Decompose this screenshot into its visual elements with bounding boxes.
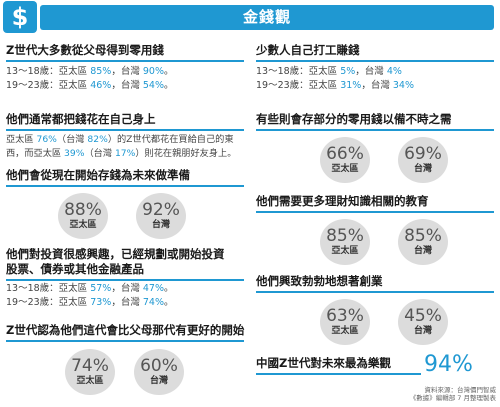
section-title: 中國Z世代對未來最為樂觀 <box>256 356 391 370</box>
right-section-education: 他們需要更多理財知識相關的教育 <box>256 194 494 213</box>
stat-line: 13～18歲：亞太區 85%，台灣 90%。 <box>6 66 174 77</box>
right-section-startup: 他們興致勃勃地想著創業 <box>256 274 494 293</box>
section-title: 他們興致勃勃地想著創業 <box>256 274 383 288</box>
left-section-spending: 他們通常都把錢花在自己身上 亞太區 76%（台灣 82%）的Z世代都花在買給自己… <box>6 112 244 161</box>
stat-circle-apac: 85% 亞太區 <box>320 219 370 265</box>
page-title: 金錢觀 <box>242 8 291 26</box>
stat-circle-taiwan: 60% 台灣 <box>134 349 184 395</box>
section-title: 少數人自己打工賺錢 <box>256 43 360 57</box>
divider <box>256 129 494 131</box>
divider <box>256 211 494 213</box>
stat-circle-apac: 74% 亞太區 <box>65 349 115 395</box>
section-title: Z世代大多數從父母得到零用錢 <box>6 43 164 57</box>
stat-circle-taiwan: 85% 台灣 <box>398 219 448 265</box>
divider <box>256 60 494 62</box>
source-line: 資料來源：台灣價門智威 <box>424 386 497 394</box>
stat-line: 13～18歲：亞太區 57%，台灣 47%。 <box>6 283 174 294</box>
right-section-emergency: 有些則會存部分的零用錢以備不時之需 <box>256 112 494 131</box>
dollar-icon: $ <box>3 1 37 33</box>
section-title: Z世代認為他們這代會比父母那代有更好的開始 <box>6 323 245 337</box>
stat-line: 19～23歲：亞太區 73%，台灣 74%。 <box>6 297 174 308</box>
divider <box>6 129 244 131</box>
stat-line: 13～18歲：亞太區 5%，台灣 4% <box>256 66 402 77</box>
left-section-allowance: Z世代大多數從父母得到零用錢 13～18歲：亞太區 85%，台灣 90%。 19… <box>6 43 244 93</box>
stat-circle-taiwan: 69% 台灣 <box>398 137 448 183</box>
stat-circle-apac: 88% 亞太區 <box>58 193 108 239</box>
stat-circle-apac: 66% 亞太區 <box>320 137 370 183</box>
stat-line: 19～23歲：亞太區 46%，台灣 54%。 <box>6 80 174 91</box>
section-title: 他們通常都把錢花在自己身上 <box>6 112 156 126</box>
divider <box>6 340 244 342</box>
stat-circle-taiwan: 92% 台灣 <box>136 193 186 239</box>
left-section-investing: 他們對投資很感興趣，已經規劃或開始投資 股票、債券或其他金融產品 13～18歲：… <box>6 247 244 310</box>
title-bar <box>40 5 494 30</box>
section-title: 他們需要更多理財知識相關的教育 <box>256 194 429 208</box>
left-section-future: Z世代認為他們這代會比父母那代有更好的開始 <box>6 323 244 342</box>
right-section-parttime: 少數人自己打工賺錢 13～18歲：亞太區 5%，台灣 4% 19～23歲：亞太區… <box>256 43 494 93</box>
section-title-line2: 股票、債券或其他金融產品 <box>6 262 144 276</box>
left-section-saving: 他們會從現在開始存錢為未來做準備 <box>6 168 244 187</box>
stat-circle-taiwan: 45% 台灣 <box>398 299 448 345</box>
right-section-optimism: 中國Z世代對未來最為樂觀 <box>256 356 421 375</box>
divider <box>6 60 244 62</box>
section-title: 有些則會存部分的零用錢以備不時之需 <box>256 112 452 126</box>
divider <box>256 373 421 375</box>
stat-paragraph: 亞太區 76%（台灣 82%）的Z世代都花在買給自己的東西，而亞太區 39%（台… <box>6 134 237 159</box>
optimism-percent: 94% <box>424 352 473 377</box>
header: $ 金錢觀 <box>0 0 500 34</box>
stat-line: 19～23歲：亞太區 31%，台灣 34% <box>256 80 414 91</box>
section-title: 他們對投資很感興趣，已經規劃或開始投資 <box>6 247 225 261</box>
stat-circle-apac: 63% 亞太區 <box>320 299 370 345</box>
section-title: 他們會從現在開始存錢為未來做準備 <box>6 168 190 182</box>
source-line: 《數據》編輯部 7 月整理製表 <box>409 394 496 402</box>
divider <box>6 279 244 281</box>
source-note: 資料來源：台灣價門智威 《數據》編輯部 7 月整理製表 <box>378 386 496 402</box>
divider <box>256 291 494 293</box>
divider <box>6 185 244 187</box>
